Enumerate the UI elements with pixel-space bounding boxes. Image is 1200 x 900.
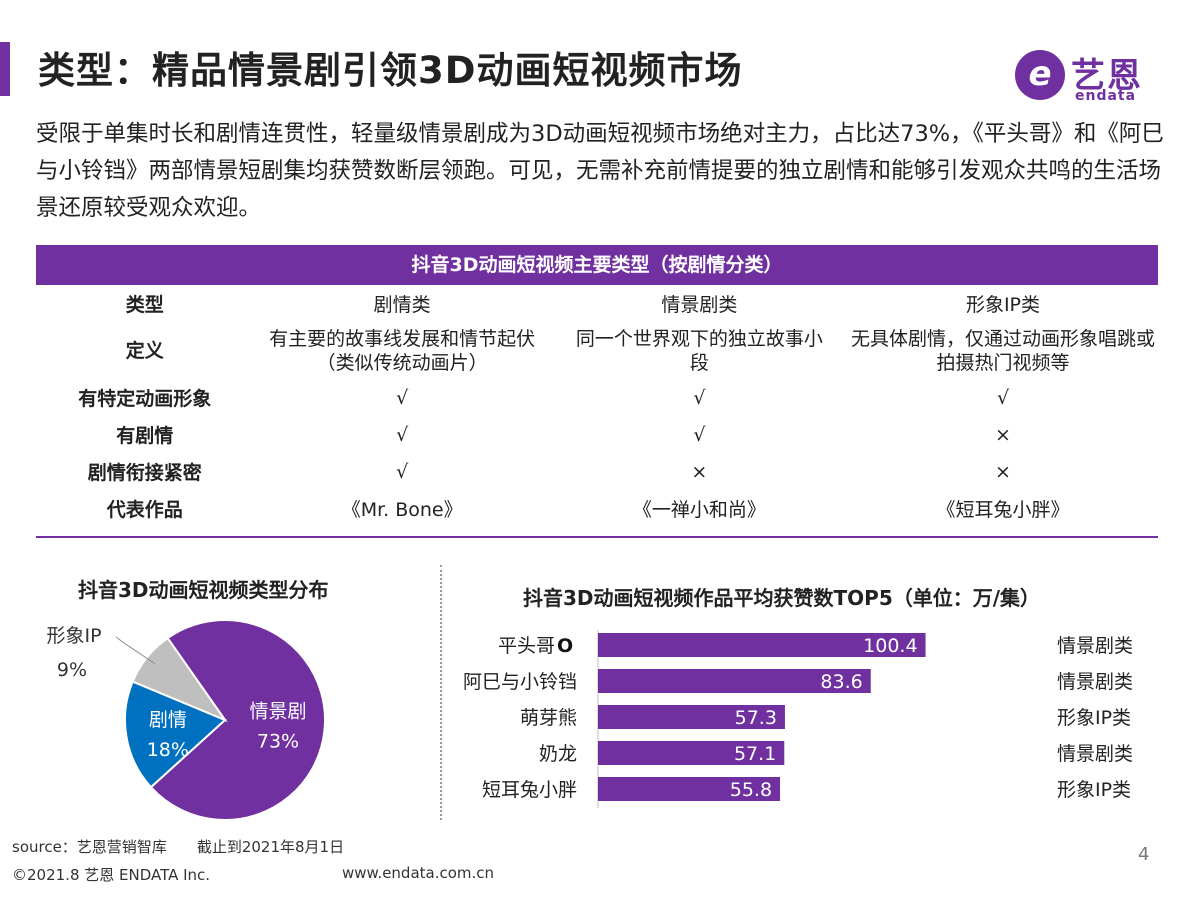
table-cell: √	[996, 386, 1010, 409]
logo-en-text: endata	[1075, 88, 1137, 104]
bar-value-label: 100.4	[863, 635, 917, 657]
chart-divider	[440, 565, 442, 820]
table-cell: ×	[995, 460, 1011, 483]
page-title: 类型：精品情景剧引领3D动画短视频市场	[38, 49, 743, 92]
pie-slice-value: 9%	[57, 659, 87, 681]
pie-slice-label: 情景剧	[249, 700, 306, 722]
footer-url[interactable]: www.endata.com.cn	[342, 864, 495, 882]
table-cell: 《短耳兔小胖》	[936, 499, 1070, 521]
pie-leader-line	[115, 636, 156, 665]
table-row: 剧情衔接紧密 √ × ×	[36, 453, 1158, 490]
bar-value-label: 55.8	[730, 779, 772, 801]
pie-slice-value: 73%	[257, 730, 299, 752]
table-bottom-rule	[36, 536, 1158, 538]
title-accent-bar	[0, 42, 10, 96]
bar-value-label: 57.3	[735, 707, 777, 729]
pie-slice	[149, 619, 326, 821]
table-cell: √	[693, 386, 706, 409]
table-cell: 《一禅小和尚》	[632, 499, 766, 521]
bar-category-label: 平头哥	[498, 635, 555, 657]
table-title: 抖音3D动画短视频主要类型（按剧情分类）	[36, 245, 1158, 285]
row-label: 定义	[125, 339, 164, 362]
bar	[598, 705, 785, 729]
page-number: 4	[1138, 844, 1150, 865]
type-comparison-table: 类型 剧情类 情景剧类 形象IP类 定义 有主要的故事线发展和情节起伏（类似传统…	[36, 285, 1158, 527]
intro-paragraph: 受限于单集时长和剧情连贯性，轻量级情景剧成为3D动画短视频市场绝对主力，占比达7…	[36, 121, 1164, 221]
cell-text: 有主要的故事线发展和情节起伏（类似传统动画片）	[269, 327, 536, 374]
logo-badge-icon: e	[1015, 50, 1065, 100]
bar-type-label: 情景剧类	[1057, 671, 1133, 693]
cell-text: 无具体剧情，仅通过动画形象唱跳或拍摄热门视频等	[850, 327, 1155, 374]
bar-category-label: 萌芽熊	[520, 707, 577, 729]
table-cell: 剧情类	[373, 294, 431, 316]
bar-type-label: 形象IP类	[1057, 707, 1131, 729]
row-label: 有特定动画形象	[78, 388, 212, 410]
bar-category-label: 阿巳与小铃铛	[463, 671, 577, 693]
footer-copyright: ©2021.8 艺恩 ENDATA Inc.	[12, 866, 211, 884]
bar-value-label: 57.1	[734, 743, 776, 765]
table-row: 定义 有主要的故事线发展和情节起伏（类似传统动画片） 同一个世界观下的独立故事小…	[36, 322, 1158, 379]
bar	[598, 777, 781, 801]
footer-source: source：艺恩营销智库 截止到2021年8月1日	[12, 838, 345, 856]
cell-text: 同一个世界观下的独立故事小段	[575, 327, 823, 374]
bar-chart-title: 抖音3D动画短视频作品平均获赞数TOP5（单位：万/集）	[523, 586, 1041, 610]
row-label: 代表作品	[106, 499, 183, 521]
table-cell: 有主要的故事线发展和情节起伏（类似传统动画片）	[254, 322, 551, 379]
endata-logo[interactable]: e 艺恩 endata	[1015, 48, 1175, 108]
table-cell: ×	[691, 460, 708, 483]
bar-type-label: 形象IP类	[1057, 779, 1131, 801]
bar-type-label: 情景剧类	[1057, 635, 1133, 657]
pie-slice	[124, 680, 227, 789]
table-cell: √	[693, 423, 706, 446]
bar	[598, 633, 926, 657]
table-row: 代表作品 《Mr. Bone》 《一禅小和尚》 《短耳兔小胖》	[36, 490, 1158, 527]
table-cell: √	[396, 386, 409, 409]
table-cell: √	[396, 423, 409, 446]
table-cell: √	[396, 460, 409, 483]
pie-chart-title: 抖音3D动画短视频类型分布	[78, 578, 329, 602]
bar-category-label: 短耳兔小胖	[482, 779, 577, 801]
table-cell: 同一个世界观下的独立故事小段	[551, 322, 848, 379]
row-label: 剧情衔接紧密	[87, 462, 202, 484]
pie-slice-value: 18%	[147, 739, 189, 761]
bar-category-label: 奶龙	[539, 743, 577, 765]
logo-cn-text: 艺恩	[1071, 56, 1143, 96]
bar	[598, 741, 785, 765]
bar-type-label: 情景剧类	[1057, 743, 1133, 765]
table-row: 有特定动画形象 √ √ √	[36, 379, 1158, 416]
bar-category-marker: O	[557, 635, 573, 657]
table-cell: ×	[995, 423, 1011, 446]
table-cell: 《Mr. Bone》	[341, 499, 463, 521]
table-cell: 无具体剧情，仅通过动画形象唱跳或拍摄热门视频等	[848, 322, 1158, 379]
pie-slice-label: 形象IP	[46, 625, 101, 647]
pie-slice	[131, 636, 228, 723]
row-label: 有剧情	[116, 425, 174, 447]
bar	[598, 669, 871, 693]
pie-slice-label: 剧情	[149, 709, 187, 731]
table-cell: 情景剧类	[661, 294, 738, 316]
bar-value-label: 83.6	[820, 671, 862, 693]
row-label: 类型	[125, 294, 164, 316]
table-row: 有剧情 √ √ ×	[36, 416, 1158, 453]
table-row: 类型 剧情类 情景剧类 形象IP类	[36, 285, 1158, 322]
table-cell: 形象IP类	[965, 294, 1041, 316]
